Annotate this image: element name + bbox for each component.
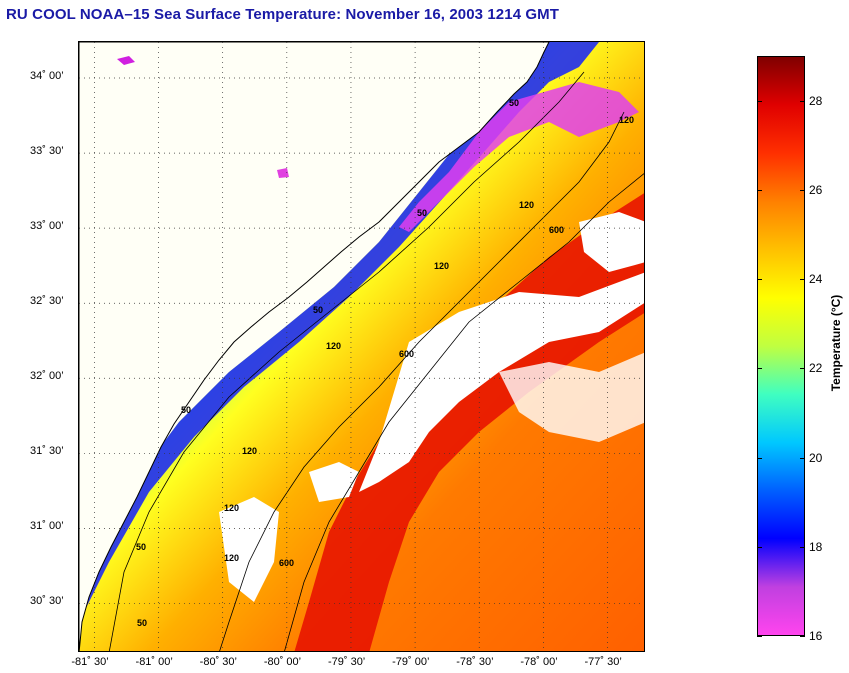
longitude-tick-label: -78˚ 00’ (520, 656, 558, 668)
latitude-tick-label: 31˚ 00’ (30, 520, 64, 533)
latitude-tick-label: 33˚ 00’ (30, 220, 64, 233)
colorbar-tick-mark (757, 636, 805, 637)
cloud-patches (219, 212, 644, 602)
sst-map: 50 50 50 50 50 50 120 120 120 120 120 120 120 600 600 6… (78, 41, 645, 652)
contour-depth-label: 50 (509, 98, 519, 108)
contour-depth-label: 120 (224, 553, 239, 563)
latitude-tick-label: 32˚ 00’ (30, 370, 64, 383)
lake-patch (277, 168, 289, 178)
contour-depth-label: 600 (549, 225, 564, 235)
colorbar-tick-label: 16 (809, 629, 823, 643)
contour-labels: 50 50 50 50 50 50 120 120 120 120 120 120 120 600 600 6… (136, 98, 634, 628)
contour-depth-label: 120 (519, 200, 534, 210)
contour-depth-label: 50 (417, 208, 427, 218)
colorbar-tick-label: 28 (809, 93, 823, 108)
colorbar-label: Temperature (°C) (829, 294, 843, 392)
nearshore-magenta (399, 82, 639, 232)
longitude-tick-label: -81˚ 00’ (135, 656, 173, 668)
colorbar-tick-mark (757, 189, 805, 191)
map-title: RU COOL NOAA–15 Sea Surface Temperature:… (6, 6, 560, 23)
latitude-tick-label: 32˚ 30’ (30, 295, 64, 308)
sst-map-canvas: 50 50 50 50 50 50 120 120 120 120 120 120 120 600 600 6… (79, 42, 644, 651)
longitude-tick-label: -80˚ 00’ (263, 656, 302, 668)
colorbar-tick-mark (757, 368, 805, 370)
contour-depth-label: 50 (181, 405, 191, 415)
contour-depth-label: 600 (399, 349, 414, 359)
colorbar-tick-mark (757, 279, 805, 281)
latitude-tick-label: 30˚ 30’ (30, 595, 64, 608)
ocean-area (79, 42, 644, 651)
colorbar-tick-label: 18 (809, 539, 823, 554)
land-mass (79, 42, 550, 651)
colorbar-tick-mark (757, 546, 805, 548)
contour-depth-label: 120 (619, 115, 634, 125)
colorbar-tick-label: 24 (809, 272, 823, 287)
longitude-tick-label: -79˚ 30’ (327, 656, 366, 668)
contour-depth-label: 50 (137, 618, 147, 628)
contour-depth-label: 50 (136, 542, 146, 552)
contour-depth-label: 120 (434, 261, 449, 271)
longitude-tick-label: -79˚ 00’ (392, 656, 430, 668)
latitude-tick-label: 33˚ 30’ (30, 145, 64, 158)
bathymetry-contours (108, 71, 644, 651)
colorbar-tick-label: 22 (809, 361, 823, 376)
longitude-tick-label: -81˚ 30’ (71, 656, 109, 668)
colorbar-tick-label: 20 (809, 450, 823, 465)
longitude-tick-label: -77˚ 30’ (584, 656, 622, 668)
graticule (79, 42, 644, 651)
colorbar-tick-label: 26 (809, 182, 823, 197)
contour-depth-label: 120 (326, 341, 341, 351)
contour-depth-label: 120 (224, 503, 239, 513)
colorbar-tick-mark (757, 100, 805, 102)
contour-depth-label: 50 (313, 305, 323, 315)
colorbar-tick-mark (757, 457, 805, 459)
lake-patch (117, 56, 135, 65)
contour-depth-label: 600 (279, 558, 294, 568)
latitude-tick-label: 34˚ 00’ (30, 70, 64, 83)
contour-depth-label: 120 (242, 446, 257, 456)
longitude-tick-label: -80˚ 30’ (199, 656, 237, 668)
latitude-tick-label: 31˚ 30’ (30, 445, 64, 458)
colorbar (757, 56, 805, 636)
longitude-tick-label: -78˚ 30’ (456, 656, 494, 668)
